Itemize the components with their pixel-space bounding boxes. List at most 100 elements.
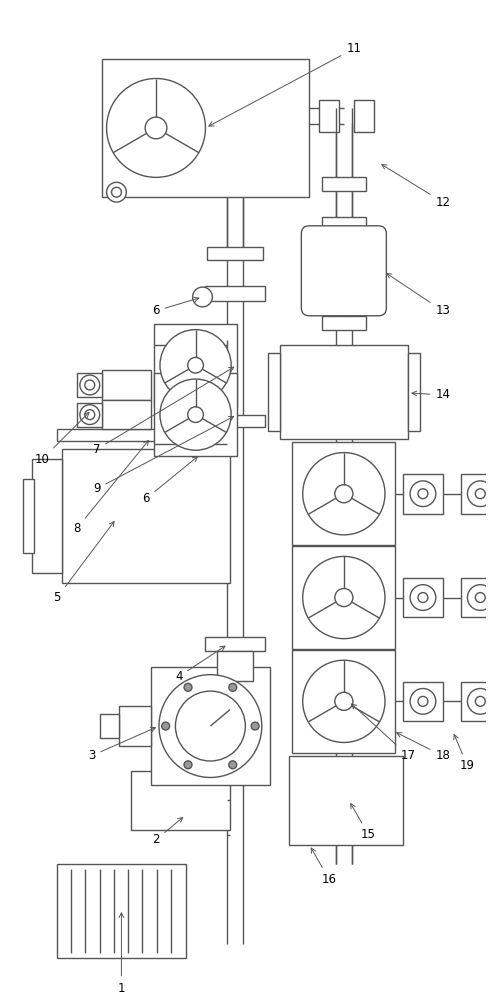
Bar [32, 459, 62, 573]
Circle shape [334, 485, 352, 503]
Bar [322, 217, 365, 231]
Bar [279, 345, 407, 439]
Bar [102, 59, 308, 197]
Bar [207, 247, 262, 260]
Bar [289, 756, 402, 845]
Bar [119, 706, 151, 746]
Text: 5: 5 [53, 522, 114, 604]
Circle shape [302, 453, 384, 535]
Circle shape [409, 688, 435, 714]
Bar [57, 429, 235, 441]
Circle shape [467, 688, 488, 714]
Circle shape [111, 187, 121, 197]
Bar [205, 415, 264, 427]
Bar [57, 864, 185, 958]
Bar [292, 442, 394, 545]
Bar [205, 286, 264, 301]
Text: 6: 6 [142, 457, 197, 505]
Circle shape [187, 357, 203, 373]
Bar [292, 546, 394, 649]
Bar [151, 667, 269, 785]
Bar [62, 449, 230, 583]
Bar [322, 227, 365, 241]
Bar [353, 100, 373, 132]
Bar [102, 400, 151, 429]
Bar [100, 714, 119, 738]
Bar [319, 100, 338, 132]
Text: 16: 16 [310, 848, 336, 886]
Circle shape [84, 380, 95, 390]
FancyBboxPatch shape [301, 226, 386, 316]
Circle shape [192, 287, 212, 307]
Bar [217, 651, 252, 681]
Circle shape [106, 79, 205, 177]
Circle shape [474, 489, 484, 499]
Bar [460, 578, 488, 617]
Circle shape [467, 481, 488, 507]
Bar [131, 771, 230, 830]
Bar [154, 324, 237, 407]
Text: 7: 7 [93, 367, 233, 456]
Circle shape [187, 407, 203, 422]
Bar [156, 746, 205, 771]
Text: 11: 11 [208, 42, 361, 126]
Circle shape [106, 182, 126, 202]
Text: 10: 10 [35, 412, 89, 466]
Text: 3: 3 [88, 727, 155, 762]
Circle shape [251, 722, 259, 730]
Circle shape [334, 588, 352, 607]
Circle shape [474, 593, 484, 602]
Bar [22, 479, 34, 553]
Circle shape [467, 585, 488, 610]
Text: 19: 19 [453, 735, 474, 772]
Circle shape [417, 696, 427, 706]
Text: 17: 17 [351, 704, 415, 762]
Circle shape [183, 761, 192, 769]
Circle shape [302, 660, 384, 742]
Bar [154, 373, 237, 456]
Circle shape [84, 410, 95, 420]
Bar [77, 403, 102, 427]
Circle shape [175, 691, 245, 761]
Circle shape [80, 375, 100, 395]
Text: 15: 15 [350, 804, 375, 841]
Bar [402, 682, 442, 721]
Circle shape [80, 405, 100, 425]
Bar [205, 637, 264, 651]
Circle shape [409, 481, 435, 507]
Bar [402, 578, 442, 617]
Text: 6: 6 [152, 297, 199, 317]
Circle shape [160, 330, 231, 401]
Circle shape [159, 675, 261, 777]
Circle shape [302, 556, 384, 639]
Text: 4: 4 [175, 646, 224, 683]
Bar [267, 353, 279, 431]
Bar [322, 177, 365, 191]
Text: 18: 18 [396, 733, 449, 762]
Circle shape [417, 489, 427, 499]
Bar [460, 682, 488, 721]
Text: 9: 9 [93, 416, 233, 495]
Text: 8: 8 [73, 440, 148, 535]
Bar [407, 353, 419, 431]
Text: 14: 14 [411, 388, 449, 401]
Circle shape [162, 722, 169, 730]
Text: 2: 2 [152, 818, 183, 846]
Bar [77, 373, 102, 397]
Circle shape [417, 593, 427, 602]
Bar [292, 650, 394, 753]
Circle shape [160, 379, 231, 450]
Circle shape [145, 117, 166, 139]
Text: 12: 12 [381, 165, 449, 209]
Bar [402, 474, 442, 514]
Circle shape [228, 683, 236, 691]
Bar [460, 474, 488, 514]
Circle shape [474, 696, 484, 706]
Circle shape [334, 692, 352, 710]
Bar [102, 370, 151, 400]
Circle shape [183, 683, 192, 691]
Circle shape [409, 585, 435, 610]
Circle shape [228, 761, 236, 769]
Bar [322, 316, 365, 330]
Text: 13: 13 [386, 273, 449, 317]
